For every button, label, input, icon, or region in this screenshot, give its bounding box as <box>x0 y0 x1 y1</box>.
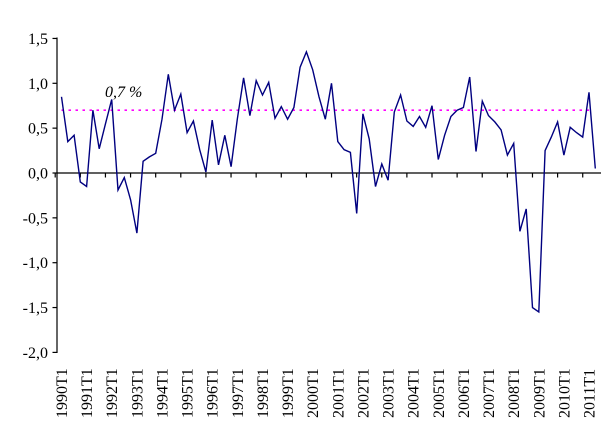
y-tick-label: 0,0 <box>28 166 48 183</box>
x-tick-label: 1992T1 <box>104 368 121 418</box>
x-tick-label: 1994T1 <box>154 368 171 418</box>
x-tick-label: 1996T1 <box>205 368 222 418</box>
x-tick-label: 1999T1 <box>280 368 297 418</box>
x-tick-label: 1990T1 <box>54 368 71 418</box>
data-series-line <box>60 49 596 314</box>
x-tick-label: 2004T1 <box>406 368 423 418</box>
x-tick-label: 2009T1 <box>531 368 548 418</box>
x-tick-label: 2005T1 <box>431 368 448 418</box>
reference-line-label: 0,7 % <box>105 84 142 101</box>
x-tick-label: 2011T1 <box>582 369 599 418</box>
x-tick-label: 2001T1 <box>330 368 347 418</box>
y-tick-label: -0,5 <box>23 210 48 227</box>
y-tick-label: -2,0 <box>23 345 48 362</box>
x-tick-label: 2002T1 <box>355 368 372 418</box>
y-tick-label: -1,5 <box>23 300 48 317</box>
x-tick-label: 1993T1 <box>129 368 146 418</box>
x-tick-label: 1995T1 <box>180 368 197 418</box>
x-tick-label: 2010T1 <box>556 368 573 418</box>
x-tick-label: 2007T1 <box>481 368 498 418</box>
x-tick-label: 2003T1 <box>381 368 398 418</box>
x-tick-label: 1991T1 <box>79 368 96 418</box>
x-tick-label: 1997T1 <box>230 368 247 418</box>
y-tick-label: 1,0 <box>28 76 48 93</box>
y-tick-label: -1,0 <box>23 255 48 272</box>
x-tick-label: 2000T1 <box>305 368 322 418</box>
y-tick-label: 1,5 <box>28 31 48 48</box>
y-tick-label: 0,5 <box>28 121 48 138</box>
x-tick-label: 2008T1 <box>506 368 523 418</box>
x-tick-label: 2006T1 <box>456 368 473 418</box>
x-tick-label: 1998T1 <box>255 368 272 418</box>
